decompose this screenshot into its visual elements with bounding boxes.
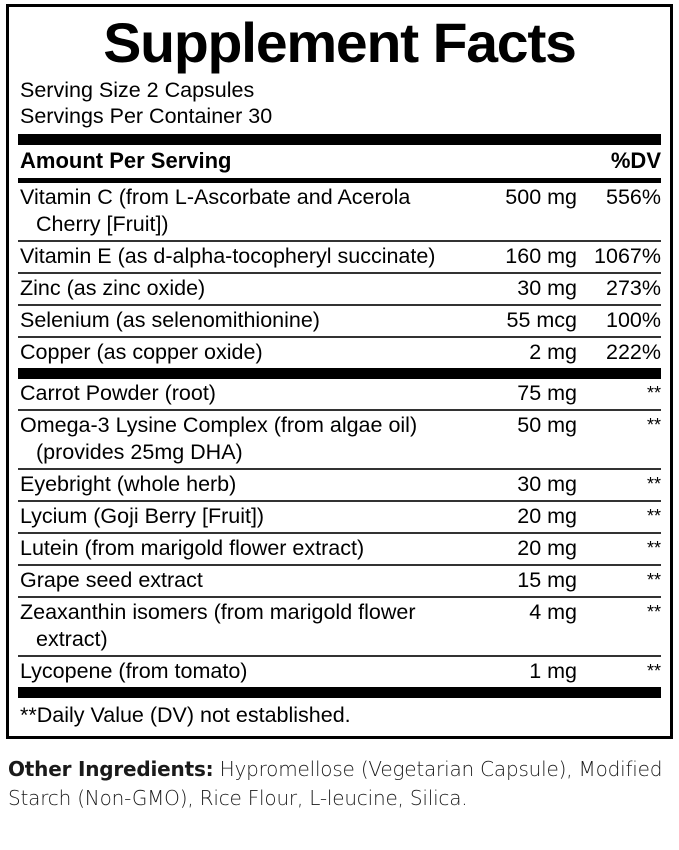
nutrient-name: Selenium (as selenomithionine) — [20, 308, 320, 332]
row-separator — [18, 240, 661, 242]
nutrient-amount: 4 mg — [529, 600, 577, 624]
servings-per-container: Servings Per Container 30 — [20, 104, 273, 128]
nutrient-dv: 100% — [606, 308, 661, 332]
serving-size: Serving Size 2 Capsules — [20, 78, 255, 102]
nutrient-name-line2: Cherry [Fruit]) — [36, 212, 169, 236]
nutrient-name: Copper (as copper oxide) — [20, 340, 263, 364]
nutrient-dv: ** — [646, 538, 661, 558]
nutrient-name: Grape seed extract — [20, 568, 203, 592]
nutrient-name: Carrot Powder (root) — [20, 381, 216, 405]
nutrient-dv: ** — [646, 602, 661, 622]
nutrient-dv: 222% — [606, 340, 661, 364]
nutrient-dv: ** — [646, 415, 661, 435]
dv-header-label: %DV — [610, 148, 661, 173]
nutrient-dv: 556% — [606, 185, 661, 209]
nutrient-amount: 20 mg — [517, 536, 577, 560]
table-row: Zinc (as zinc oxide) 30 mg 273% — [18, 274, 661, 304]
nutrient-amount: 55 mcg — [506, 308, 577, 332]
table-row: Lycopene (from tomato) 1 mg ** — [18, 657, 661, 687]
row-separator — [18, 500, 661, 502]
botanical-rows: Carrot Powder (root) 75 mg ** Omega-3 Ly… — [18, 379, 661, 687]
nutrient-name-line2: extract) — [36, 627, 108, 651]
nutrient-amount: 1 mg — [529, 659, 577, 683]
nutrient-name: Lycium (Goji Berry [Fruit]) — [20, 504, 265, 528]
nutrient-dv: ** — [646, 506, 661, 526]
nutrient-name-line1: Zeaxanthin isomers (from marigold flower — [20, 600, 416, 624]
table-row: Vitamin E (as d-alpha-tocopheryl succina… — [18, 242, 661, 272]
table-row: Carrot Powder (root) 75 mg ** — [18, 379, 661, 409]
rule-below-amount-header — [18, 178, 661, 183]
supplement-facts-label: Supplement Facts Serving Size 2 Capsules… — [0, 4, 679, 850]
nutrient-amount: 30 mg — [517, 472, 577, 496]
nutrient-name: Zeaxanthin isomers (from marigold flower… — [20, 599, 473, 653]
table-row: Lutein (from marigold flower extract) 20… — [18, 534, 661, 564]
nutrient-name: Zinc (as zinc oxide) — [20, 276, 206, 300]
table-row: Vitamin C (from L-Ascorbate and Acerola … — [18, 183, 661, 240]
nutrient-name: Vitamin E (as d-alpha-tocopheryl succina… — [20, 244, 436, 268]
nutrient-amount: 2 mg — [529, 340, 577, 364]
supplement-facts-panel: Supplement Facts Serving Size 2 Capsules… — [6, 4, 673, 739]
table-row: Selenium (as selenomithionine) 55 mcg 10… — [18, 306, 661, 336]
nutrient-amount: 500 mg — [505, 185, 577, 209]
nutrient-amount: 15 mg — [517, 568, 577, 592]
row-separator — [18, 409, 661, 411]
nutrient-amount: 20 mg — [517, 504, 577, 528]
rule-between-sections — [18, 368, 661, 379]
table-row: Zeaxanthin isomers (from marigold flower… — [18, 598, 661, 655]
rule-above-footnote — [18, 687, 661, 698]
table-row: Lycium (Goji Berry [Fruit]) 20 mg ** — [18, 502, 661, 532]
row-separator — [18, 272, 661, 274]
row-separator — [18, 336, 661, 338]
table-row: Grape seed extract 15 mg ** — [18, 566, 661, 596]
nutrient-dv: ** — [646, 474, 661, 494]
nutrient-name-line1: Omega-3 Lysine Complex (from algae oil) — [20, 413, 418, 437]
row-separator — [18, 655, 661, 657]
serving-info: Serving Size 2 Capsules Servings Per Con… — [20, 77, 661, 129]
table-row: Copper (as copper oxide) 2 mg 222% — [18, 338, 661, 368]
nutrient-dv: ** — [646, 661, 661, 681]
nutrient-dv: ** — [646, 383, 661, 403]
row-separator — [18, 564, 661, 566]
amount-per-serving-header: Amount Per Serving %DV — [18, 145, 661, 178]
nutrient-name: Omega-3 Lysine Complex (from algae oil) … — [20, 412, 473, 466]
nutrient-name: Vitamin C (from L-Ascorbate and Acerola … — [20, 184, 473, 238]
rule-above-amount-header — [18, 134, 661, 145]
nutrient-amount: 50 mg — [517, 413, 577, 437]
other-ingredients-label: Other Ingredients: — [8, 757, 214, 781]
nutrient-name-line2: (provides 25mg DHA) — [36, 440, 243, 464]
nutrient-name-line1: Vitamin C (from L-Ascorbate and Acerola — [20, 185, 411, 209]
nutrient-dv: 273% — [606, 276, 661, 300]
nutrient-dv: 1067% — [594, 244, 661, 268]
other-ingredients-text: Hypromellose (Vegetarian Capsule), Modif… — [8, 757, 663, 810]
other-ingredients: Other Ingredients: Hypromellose (Vegetar… — [8, 755, 671, 813]
row-separator — [18, 304, 661, 306]
amount-header-label: Amount Per Serving — [20, 148, 232, 173]
page-title: Supplement Facts — [103, 11, 577, 74]
nutrient-amount: 75 mg — [517, 381, 577, 405]
daily-value-footnote: **Daily Value (DV) not established. — [20, 703, 351, 727]
nutrient-amount: 30 mg — [517, 276, 577, 300]
nutrient-amount: 160 mg — [505, 244, 577, 268]
row-separator — [18, 596, 661, 598]
row-separator — [18, 532, 661, 534]
nutrient-dv: ** — [646, 570, 661, 590]
table-row: Eyebright (whole herb) 30 mg ** — [18, 470, 661, 500]
row-separator — [18, 468, 661, 470]
table-row: Omega-3 Lysine Complex (from algae oil) … — [18, 411, 661, 468]
nutrient-name: Lycopene (from tomato) — [20, 659, 248, 683]
nutrient-rows: Vitamin C (from L-Ascorbate and Acerola … — [18, 183, 661, 368]
nutrient-name: Lutein (from marigold flower extract) — [20, 536, 365, 560]
nutrient-name: Eyebright (whole herb) — [20, 472, 237, 496]
